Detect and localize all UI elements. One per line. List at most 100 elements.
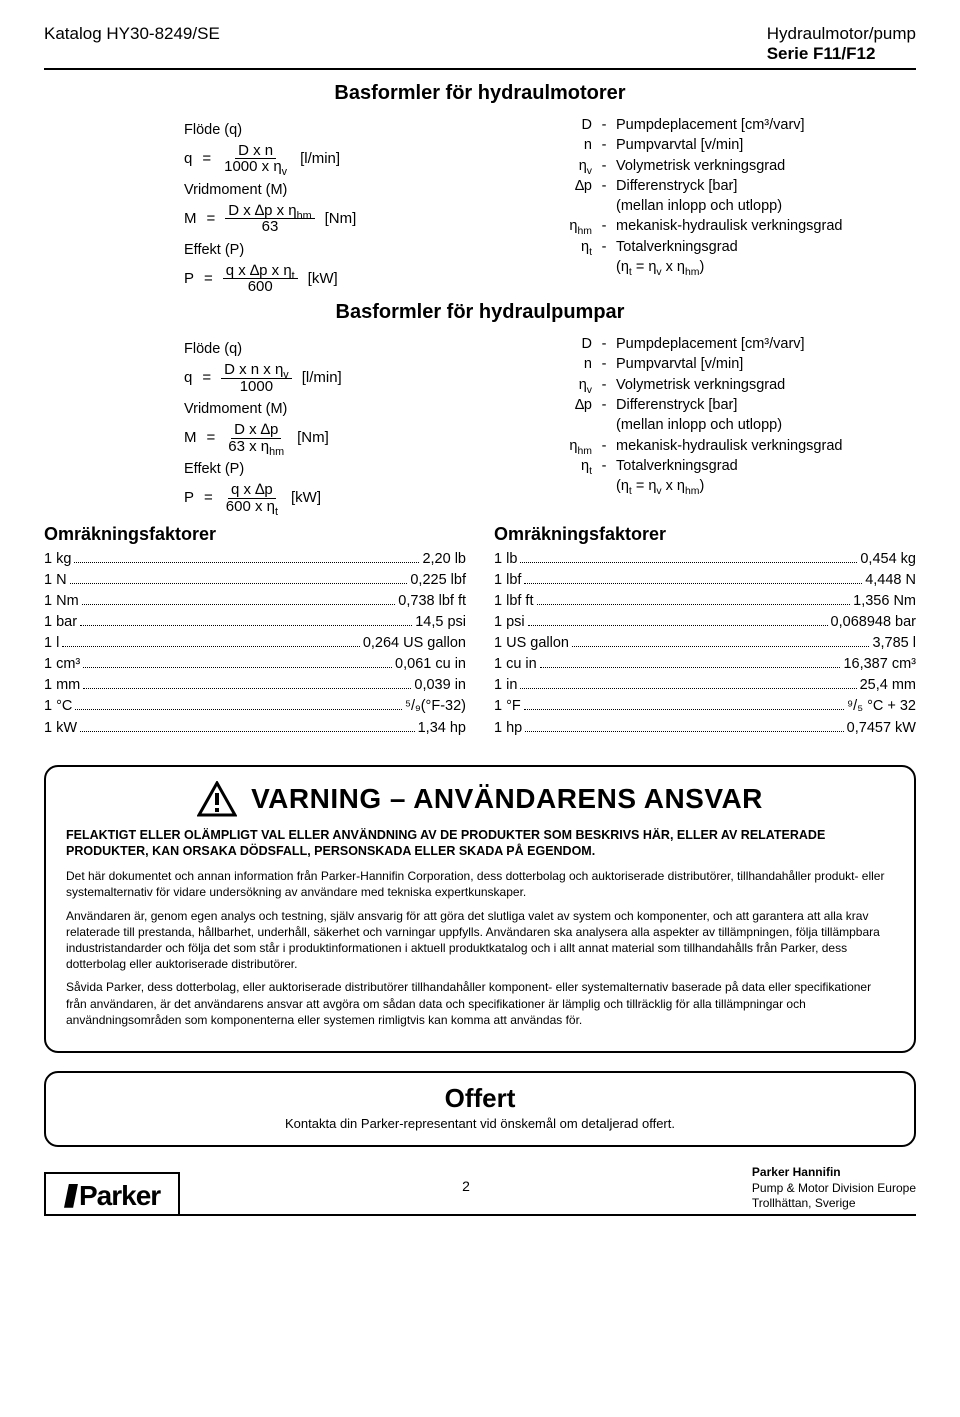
conversion-row: 1 lbf ft 1,356 Nm (494, 591, 916, 612)
conversions-right-title: Omräkningsfaktorer (494, 524, 916, 545)
pumps-defs: D-Pumpdeplacement [cm³/varv] n-Pumpvarvt… (560, 334, 916, 514)
conversion-from: 1 kg (44, 549, 71, 570)
torque-unit: [Nm] (325, 209, 357, 229)
footer-division: Pump & Motor Division Europe (752, 1181, 916, 1197)
def-row: ηv-Volymetrisk verkningsgrad (564, 375, 916, 395)
conversion-row: 1 cu in 16,387 cm³ (494, 654, 916, 675)
torque-unit: [Nm] (297, 428, 329, 448)
flow-var: q (184, 368, 192, 388)
pumps-block: Flöde (q) q= D x n x ηv 1000 [l/min] Vri… (44, 334, 916, 514)
motors-defs: D-Pumpdeplacement [cm³/varv] n-Pumpvarvt… (560, 115, 916, 295)
torque-formula: M= D x ∆p 63 x ηhm [Nm] (184, 422, 536, 455)
conversion-row: 1 cm³ 0,061 cu in (44, 654, 466, 675)
dots-leader (80, 625, 412, 626)
def-row: ηhm-mekanisk-hydraulisk verkningsgrad (564, 436, 916, 456)
conversion-to: 0,061 cu in (395, 654, 466, 675)
def-row: ∆p-Differenstryck [bar] (564, 176, 916, 196)
conversion-from: 1 in (494, 675, 517, 696)
torque-label: Vridmoment (M) (184, 181, 536, 201)
footer-company: Parker Hannifin Pump & Motor Division Eu… (752, 1165, 916, 1214)
def-txt: Differenstryck [bar] (616, 395, 916, 415)
eq-sign: = (204, 269, 213, 289)
eq-sign: = (202, 149, 211, 169)
eq-sign: = (202, 368, 211, 388)
torque-den: 63 x ηhm (225, 439, 287, 455)
conversion-to: ⁵/₉(°F-32) (405, 696, 466, 717)
def-row: D-Pumpdeplacement [cm³/varv] (564, 115, 916, 135)
def-dash: - (598, 135, 610, 155)
flow-num: D x n (235, 143, 276, 160)
conversion-to: 16,387 cm³ (843, 654, 916, 675)
torque-formula: M= D x ∆p x ηhm 63 [Nm] (184, 203, 536, 236)
conversion-to: 3,785 l (872, 633, 916, 654)
header-rule (44, 68, 916, 70)
def-dash: - (598, 375, 610, 395)
dots-leader (520, 562, 857, 563)
conversion-from: 1 psi (494, 612, 525, 633)
dots-leader (83, 688, 411, 689)
footer-rule (44, 1214, 916, 1216)
conversion-from: 1 Nm (44, 591, 79, 612)
def-row: (ηt = ηv x ηhm) (564, 257, 916, 277)
def-sym: ∆p (564, 176, 592, 196)
def-txt: Volymetrisk verkningsgrad (616, 375, 916, 395)
def-txt: Totalverkningsgrad (616, 456, 916, 476)
conversion-from: 1 cu in (494, 654, 537, 675)
warning-header: VARNING – ANVÄNDARENS ANSVAR (66, 781, 894, 817)
def-txt: Pumpdeplacement [cm³/varv] (616, 334, 916, 354)
power-num: q x ∆p (228, 482, 276, 499)
dots-leader (572, 646, 869, 647)
def-txt: mekanisk-hydraulisk verkningsgrad (616, 216, 916, 236)
product-name: Hydraulmotor/pump (767, 24, 916, 44)
def-sym (564, 476, 592, 496)
footer-location: Trollhättan, Sverige (752, 1196, 916, 1212)
def-sym: ηt (564, 456, 592, 476)
dots-leader (83, 667, 392, 668)
def-row: ∆p-Differenstryck [bar] (564, 395, 916, 415)
conversion-row: 1 °C⁵/₉(°F-32) (44, 696, 466, 717)
dots-leader (82, 604, 396, 605)
conversion-row: 1 kW1,34 hp (44, 718, 466, 739)
conversion-from: 1 cm³ (44, 654, 80, 675)
torque-fraction: D x ∆p x ηhm 63 (225, 203, 314, 236)
power-unit: [kW] (308, 269, 338, 289)
conversions-left-title: Omräkningsfaktorer (44, 524, 466, 545)
dots-leader (74, 562, 419, 563)
conversion-to: 1,356 Nm (853, 591, 916, 612)
def-row: (ηt = ηv x ηhm) (564, 476, 916, 496)
power-den: 600 (245, 279, 276, 295)
conversion-to: ⁹/₅ °C + 32 (847, 696, 916, 717)
def-sym: n (564, 135, 592, 155)
motors-formulas: Flöde (q) q= D x n 1000 x ηv [l/min] Vri… (44, 115, 536, 295)
pumps-title: Basformler för hydraulpumpar (44, 301, 916, 324)
conversion-from: 1 lbf ft (494, 591, 534, 612)
conversion-to: 14,5 psi (415, 612, 466, 633)
dots-leader (70, 583, 408, 584)
eq-sign: = (204, 488, 213, 508)
warning-p2: Användaren är, genom egen analys och tes… (66, 908, 894, 973)
dots-leader (537, 604, 851, 605)
torque-num: D x ∆p x ηhm (225, 203, 314, 220)
flow-label: Flöde (q) (184, 340, 536, 360)
def-dash: - (598, 334, 610, 354)
offer-title: Offert (66, 1083, 894, 1114)
power-formula: P= q x ∆p x ηt 600 [kW] (184, 263, 536, 296)
conversion-from: 1 lb (494, 549, 517, 570)
flow-var: q (184, 149, 192, 169)
power-formula: P= q x ∆p 600 x ηt [kW] (184, 482, 536, 515)
def-row: (mellan inlopp och utlopp) (564, 415, 916, 435)
footer: Parker 2 Parker Hannifin Pump & Motor Di… (44, 1165, 916, 1214)
conversion-row: 1 bar14,5 psi (44, 612, 466, 633)
conversions: Omräkningsfaktorer 1 kg2,20 lb1 N0,225 l… (44, 524, 916, 738)
pumps-formulas: Flöde (q) q= D x n x ηv 1000 [l/min] Vri… (44, 334, 536, 514)
def-sym: ηv (564, 375, 592, 395)
torque-num: D x ∆p (231, 422, 281, 439)
conversions-right: Omräkningsfaktorer 1 lb0,454 kg1 lbf4,44… (494, 524, 916, 738)
offer-box: Offert Kontakta din Parker-representant … (44, 1071, 916, 1147)
dots-leader (75, 709, 402, 710)
torque-den: 63 (259, 219, 282, 235)
def-row: n-Pumpvarvtal [v/min] (564, 135, 916, 155)
torque-var: M (184, 209, 197, 229)
conversion-to: 2,20 lb (422, 549, 466, 570)
dots-leader (520, 688, 856, 689)
